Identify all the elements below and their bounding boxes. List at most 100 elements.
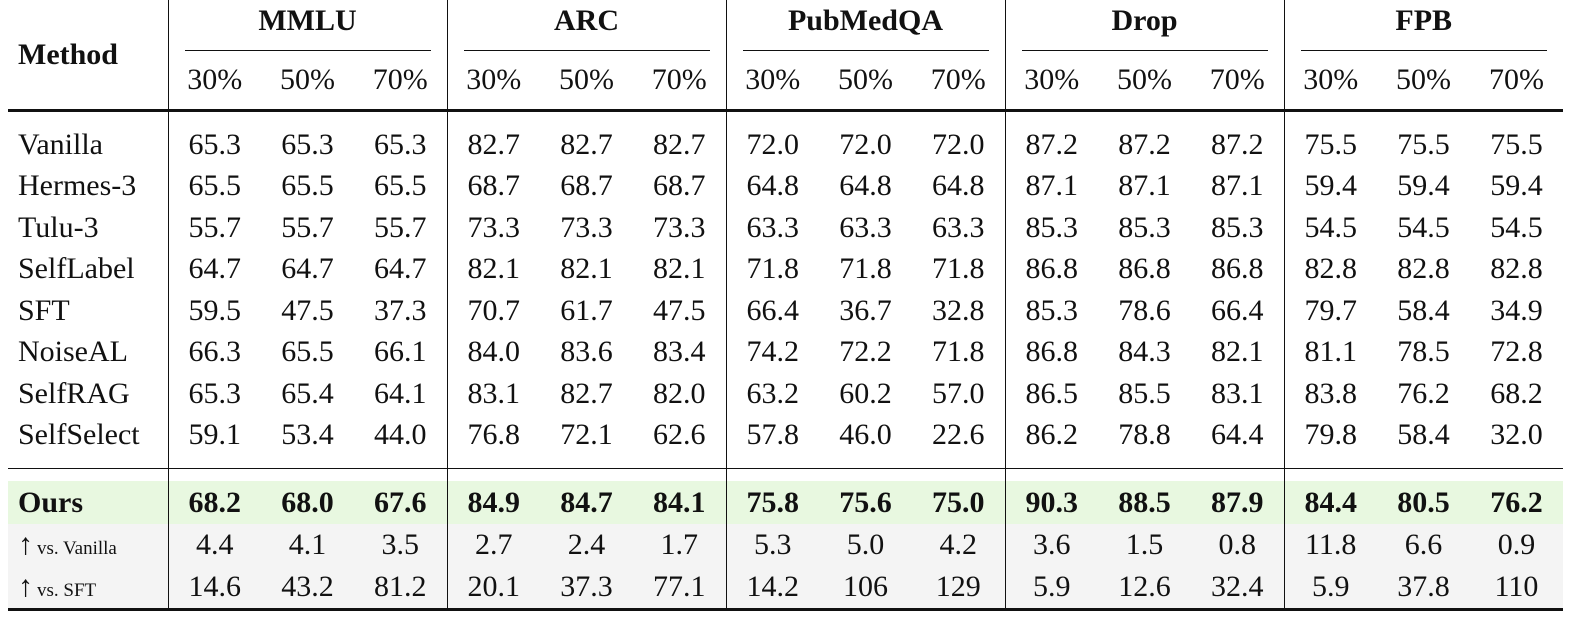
value-cell: 55.7	[281, 210, 334, 244]
value-cell: 78.8	[1118, 418, 1171, 452]
table-row: NoiseAL 66.3 65.5 66.1 84.0 83.6 83.4 74.2 72.2 7…	[8, 331, 1563, 373]
value-cell: 64.8	[839, 169, 892, 203]
value-cell: 79.8	[1283, 414, 1377, 456]
ratio-header: 70%	[651, 63, 707, 96]
ratio-header: 70%	[1489, 63, 1544, 96]
value-cell: 57.0	[932, 376, 985, 410]
group-header-mmlu: MMLU	[167, 0, 447, 51]
value-cell: 68.0	[261, 481, 354, 524]
value-cell: 4.2	[912, 524, 1005, 566]
value-cell: 86.8	[1211, 252, 1264, 286]
table-row: SelfRAG 65.3 65.4 64.1 83.1 82.7 82.0 63.2 60.2 5…	[8, 373, 1563, 415]
value-cell: 106	[819, 566, 912, 610]
value-cell: 37.3	[540, 566, 633, 610]
value-cell: 1.7	[633, 524, 726, 566]
value-cell: 84.1	[633, 481, 726, 524]
value-cell: 72.8	[1490, 335, 1543, 369]
table-header: Method MMLU ARC PubMedQA Drop FPB 30% 50…	[8, 0, 1563, 111]
value-cell: 75.8	[725, 481, 819, 524]
value-cell: 84.4	[1283, 481, 1377, 524]
value-cell: 87.1	[1004, 165, 1098, 207]
spacer-row	[8, 112, 1563, 124]
value-cell: 5.0	[819, 524, 912, 566]
ours-row: Ours 68.2 68.0 67.6 84.9 84.7 84.1 75.8 75.6 75.0…	[8, 481, 1563, 524]
value-cell: 79.7	[1283, 290, 1377, 332]
value-cell: 67.6	[354, 481, 447, 524]
value-cell: 65.5	[374, 169, 427, 203]
value-cell: 86.5	[1004, 373, 1098, 415]
value-cell: 65.3	[167, 373, 261, 415]
value-cell: 76.2	[1470, 481, 1563, 524]
ratio-header: 70%	[1209, 63, 1265, 96]
value-cell: 82.8	[1490, 252, 1543, 286]
value-cell: 5.9	[1283, 566, 1377, 610]
value-cell: 71.8	[839, 252, 892, 286]
delta-label-text: vs. SFT	[37, 580, 97, 601]
value-cell: 32.0	[1490, 418, 1543, 452]
ratio-header: 50%	[1396, 63, 1451, 96]
header-rule	[8, 109, 1563, 113]
midrule	[8, 468, 1563, 469]
ratio-header: 70%	[372, 63, 428, 96]
value-cell: 65.4	[281, 376, 334, 410]
value-cell: 65.5	[167, 165, 261, 207]
value-cell: 47.5	[653, 293, 706, 327]
value-cell: 68.7	[653, 169, 706, 203]
value-cell: 0.9	[1470, 524, 1563, 566]
value-cell: 64.7	[374, 252, 427, 286]
value-cell: 63.3	[725, 207, 819, 249]
value-cell: 87.2	[1004, 124, 1098, 166]
value-cell: 54.5	[1397, 210, 1450, 244]
up-arrow-icon: ↑	[18, 528, 33, 561]
value-cell: 85.5	[1118, 376, 1171, 410]
ratio-header: 30%	[167, 51, 261, 111]
delta-row: ↑ vs. Vanilla 4.4 4.1 3.5 2.7 2.4 1.7 5.3 5.0 4.2 3…	[8, 524, 1563, 566]
method-name: SelfRAG	[18, 376, 130, 410]
method-name: Tulu-3	[18, 210, 99, 244]
value-cell: 87.2	[1118, 127, 1171, 161]
value-cell: 64.8	[725, 165, 819, 207]
ratio-header: 50%	[1117, 63, 1172, 96]
value-cell: 64.4	[1211, 418, 1264, 452]
value-cell: 65.5	[281, 169, 334, 203]
value-cell: 78.6	[1118, 293, 1171, 327]
value-cell: 3.6	[1004, 524, 1098, 566]
value-cell: 5.9	[1004, 566, 1098, 610]
value-cell: 82.8	[1397, 252, 1450, 286]
value-cell: 81.1	[1283, 331, 1377, 373]
value-cell: 55.7	[167, 207, 261, 249]
value-cell: 82.7	[446, 124, 540, 166]
value-cell: 59.1	[167, 414, 261, 456]
value-cell: 32.8	[932, 293, 985, 327]
value-cell: 87.9	[1191, 481, 1284, 524]
delta-label: ↑ vs. SFT	[8, 566, 168, 610]
value-cell: 63.3	[932, 210, 985, 244]
method-name: SFT	[18, 293, 70, 327]
group-header-pubmedqa: PubMedQA	[725, 0, 1005, 51]
value-cell: 53.4	[281, 418, 334, 452]
method-name: SelfSelect	[18, 418, 140, 452]
value-cell: 83.1	[446, 373, 540, 415]
method-name: Ours	[8, 481, 168, 524]
ratio-header: 50%	[280, 63, 335, 96]
ratio-header: 30%	[446, 51, 540, 111]
results-table: Method MMLU ARC PubMedQA Drop FPB 30% 50…	[8, 0, 1563, 612]
ratio-header: 30%	[1004, 51, 1098, 111]
value-cell: 6.6	[1377, 524, 1470, 566]
ratio-header: 30%	[725, 51, 819, 111]
value-cell: 82.7	[653, 127, 706, 161]
value-cell: 37.3	[374, 293, 427, 327]
value-cell: 82.7	[560, 376, 613, 410]
ratio-header: 50%	[838, 63, 893, 96]
value-cell: 83.6	[560, 335, 613, 369]
value-cell: 34.9	[1490, 293, 1543, 327]
ratio-header: 50%	[559, 63, 614, 96]
value-cell: 14.6	[167, 566, 261, 610]
value-cell: 14.2	[725, 566, 819, 610]
value-cell: 62.6	[653, 418, 706, 452]
value-cell: 129	[912, 566, 1005, 610]
value-cell: 59.4	[1283, 165, 1377, 207]
value-cell: 54.5	[1283, 207, 1377, 249]
group-header-arc: ARC	[446, 0, 726, 51]
value-cell: 3.5	[354, 524, 447, 566]
